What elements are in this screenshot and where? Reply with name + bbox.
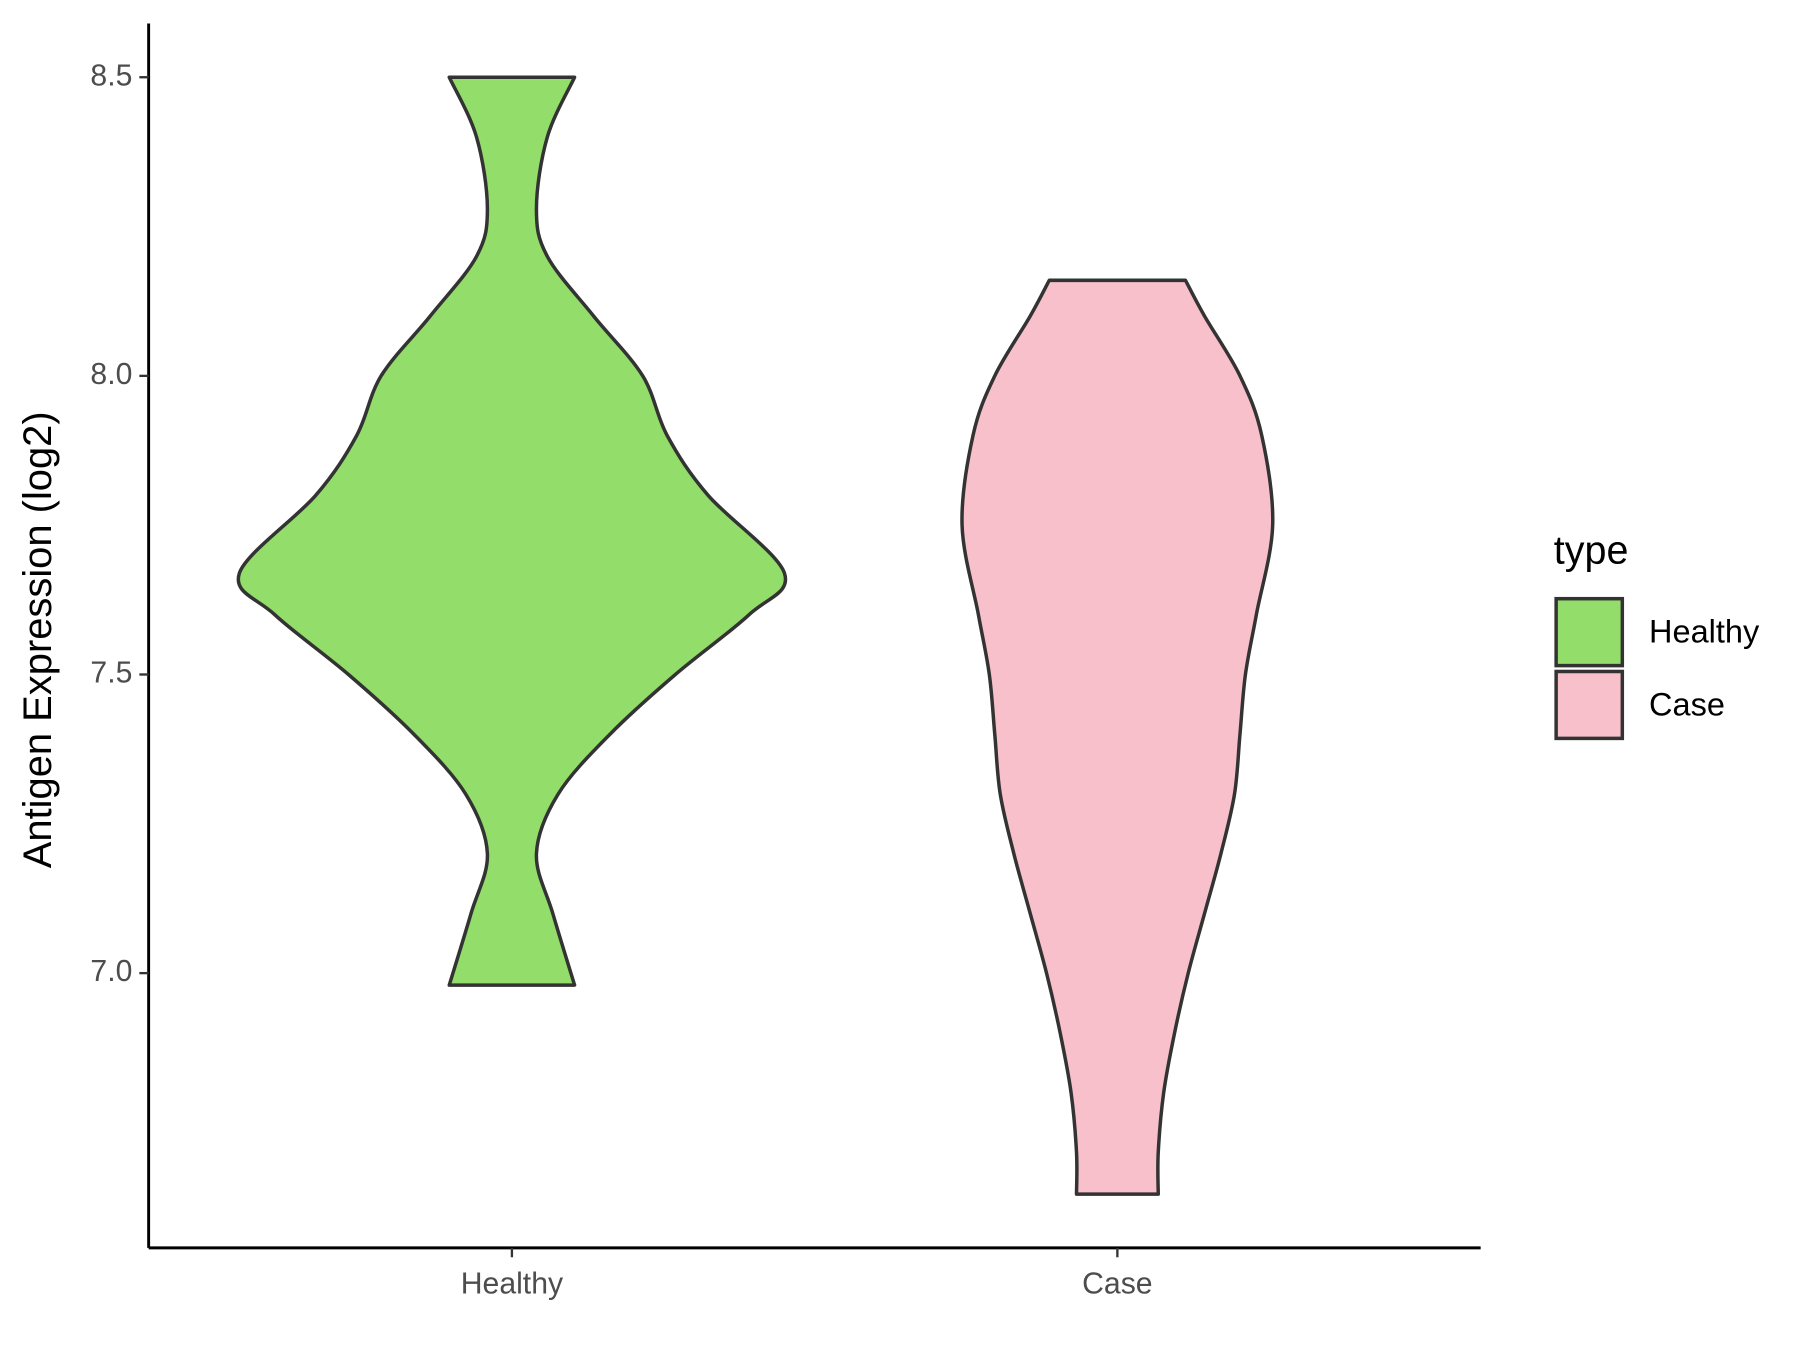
y-axis-title: Antigen Expression (log2)	[16, 411, 60, 868]
x-tick-label: Case	[1082, 1267, 1152, 1300]
y-tick-label: 8.0	[90, 358, 132, 391]
legend-title: type	[1554, 528, 1629, 572]
legend-swatch	[1554, 669, 1625, 741]
violin	[236, 75, 788, 987]
legend-label: Case	[1649, 685, 1725, 722]
y-tick-label: 7.0	[90, 955, 132, 988]
y-tick-label: 8.5	[90, 59, 132, 92]
y-tick-label: 7.5	[90, 656, 132, 689]
x-tick-label: Healthy	[461, 1267, 564, 1300]
violin	[960, 278, 1275, 1196]
legend-label: Healthy	[1649, 612, 1760, 649]
legend-swatch	[1554, 596, 1625, 668]
